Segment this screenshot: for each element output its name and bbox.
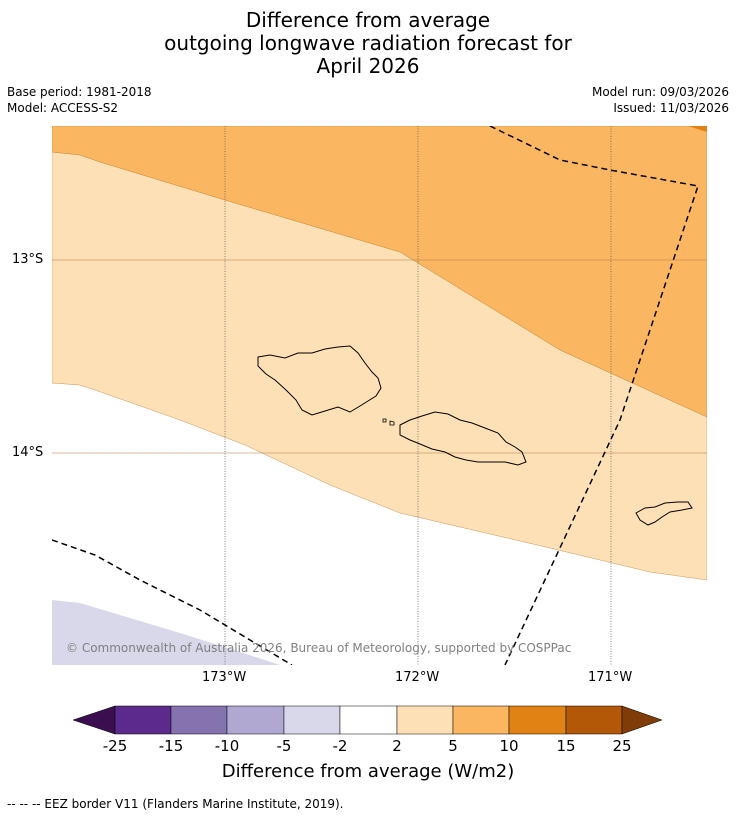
model-name: Model: ACCESS-S2	[7, 101, 119, 115]
map-area	[52, 126, 707, 665]
anomaly-region-minus5-to-minus2	[52, 600, 280, 665]
island-manono	[389, 420, 395, 426]
copyright-notice: © Commonwealth of Australia 2026, Bureau…	[66, 641, 572, 655]
colorbar-swatch-1	[114, 705, 172, 735]
lon-label-171w: 171°W	[588, 670, 633, 685]
colorbar-tick-label: 15	[556, 737, 576, 755]
island-upolu	[399, 411, 527, 466]
colorbar-tick-label: 2	[392, 737, 402, 755]
anomaly-region-10-to-15	[688, 126, 707, 132]
lat-label-14s: 14°S	[12, 445, 44, 460]
colorbar-tick-label: -2	[332, 737, 348, 755]
colorbar-extend-low	[72, 705, 116, 735]
island-apolima	[382, 418, 387, 423]
island-savaii	[257, 345, 382, 416]
colorbar-swatch-5	[339, 705, 398, 735]
colorbar-swatch-2	[170, 705, 228, 735]
colorbar-tick-label: -5	[276, 737, 292, 755]
colorbar-tick-label: -25	[102, 737, 128, 755]
island-tutuila	[635, 501, 693, 526]
colorbar-swatch-7	[452, 705, 510, 735]
model-run: Model run: 09/03/2026	[591, 85, 729, 99]
lon-label-172w: 172°W	[395, 670, 440, 685]
eez-border-southwest	[52, 539, 293, 665]
title-line-3: April 2026	[316, 54, 420, 78]
colorbar-swatch-3	[226, 705, 285, 735]
issued-date: Issued: 11/03/2026	[613, 101, 729, 115]
lat-label-13s: 13°S	[12, 252, 44, 267]
colorbar-swatch-8	[508, 705, 567, 735]
lon-label-173w: 173°W	[202, 670, 247, 685]
colorbar-tick-label: 25	[612, 737, 632, 755]
colorbar-tick-label: 10	[499, 737, 519, 755]
colorbar-swatch-9	[565, 705, 623, 735]
title-line-1: Difference from average	[245, 8, 491, 32]
anomaly-region-5-to-10	[52, 126, 707, 418]
colorbar-tick-label: -15	[158, 737, 184, 755]
base-period: Base period: 1981-2018	[7, 85, 152, 99]
colorbar-title: Difference from average (W/m2)	[221, 761, 515, 782]
colorbar-tick-label: 5	[448, 737, 458, 755]
eez-border-east	[489, 126, 699, 665]
colorbar-tick-label: -10	[214, 737, 240, 755]
colorbar-swatch-4	[283, 705, 341, 735]
title-line-2: outgoing longwave radiation forecast for	[164, 31, 572, 55]
colorbar-extend-high	[621, 705, 663, 735]
colorbar	[72, 705, 663, 735]
eez-footnote: -- -- -- EEZ border V11 (Flanders Marine…	[7, 797, 344, 811]
colorbar-swatch-6	[396, 705, 454, 735]
